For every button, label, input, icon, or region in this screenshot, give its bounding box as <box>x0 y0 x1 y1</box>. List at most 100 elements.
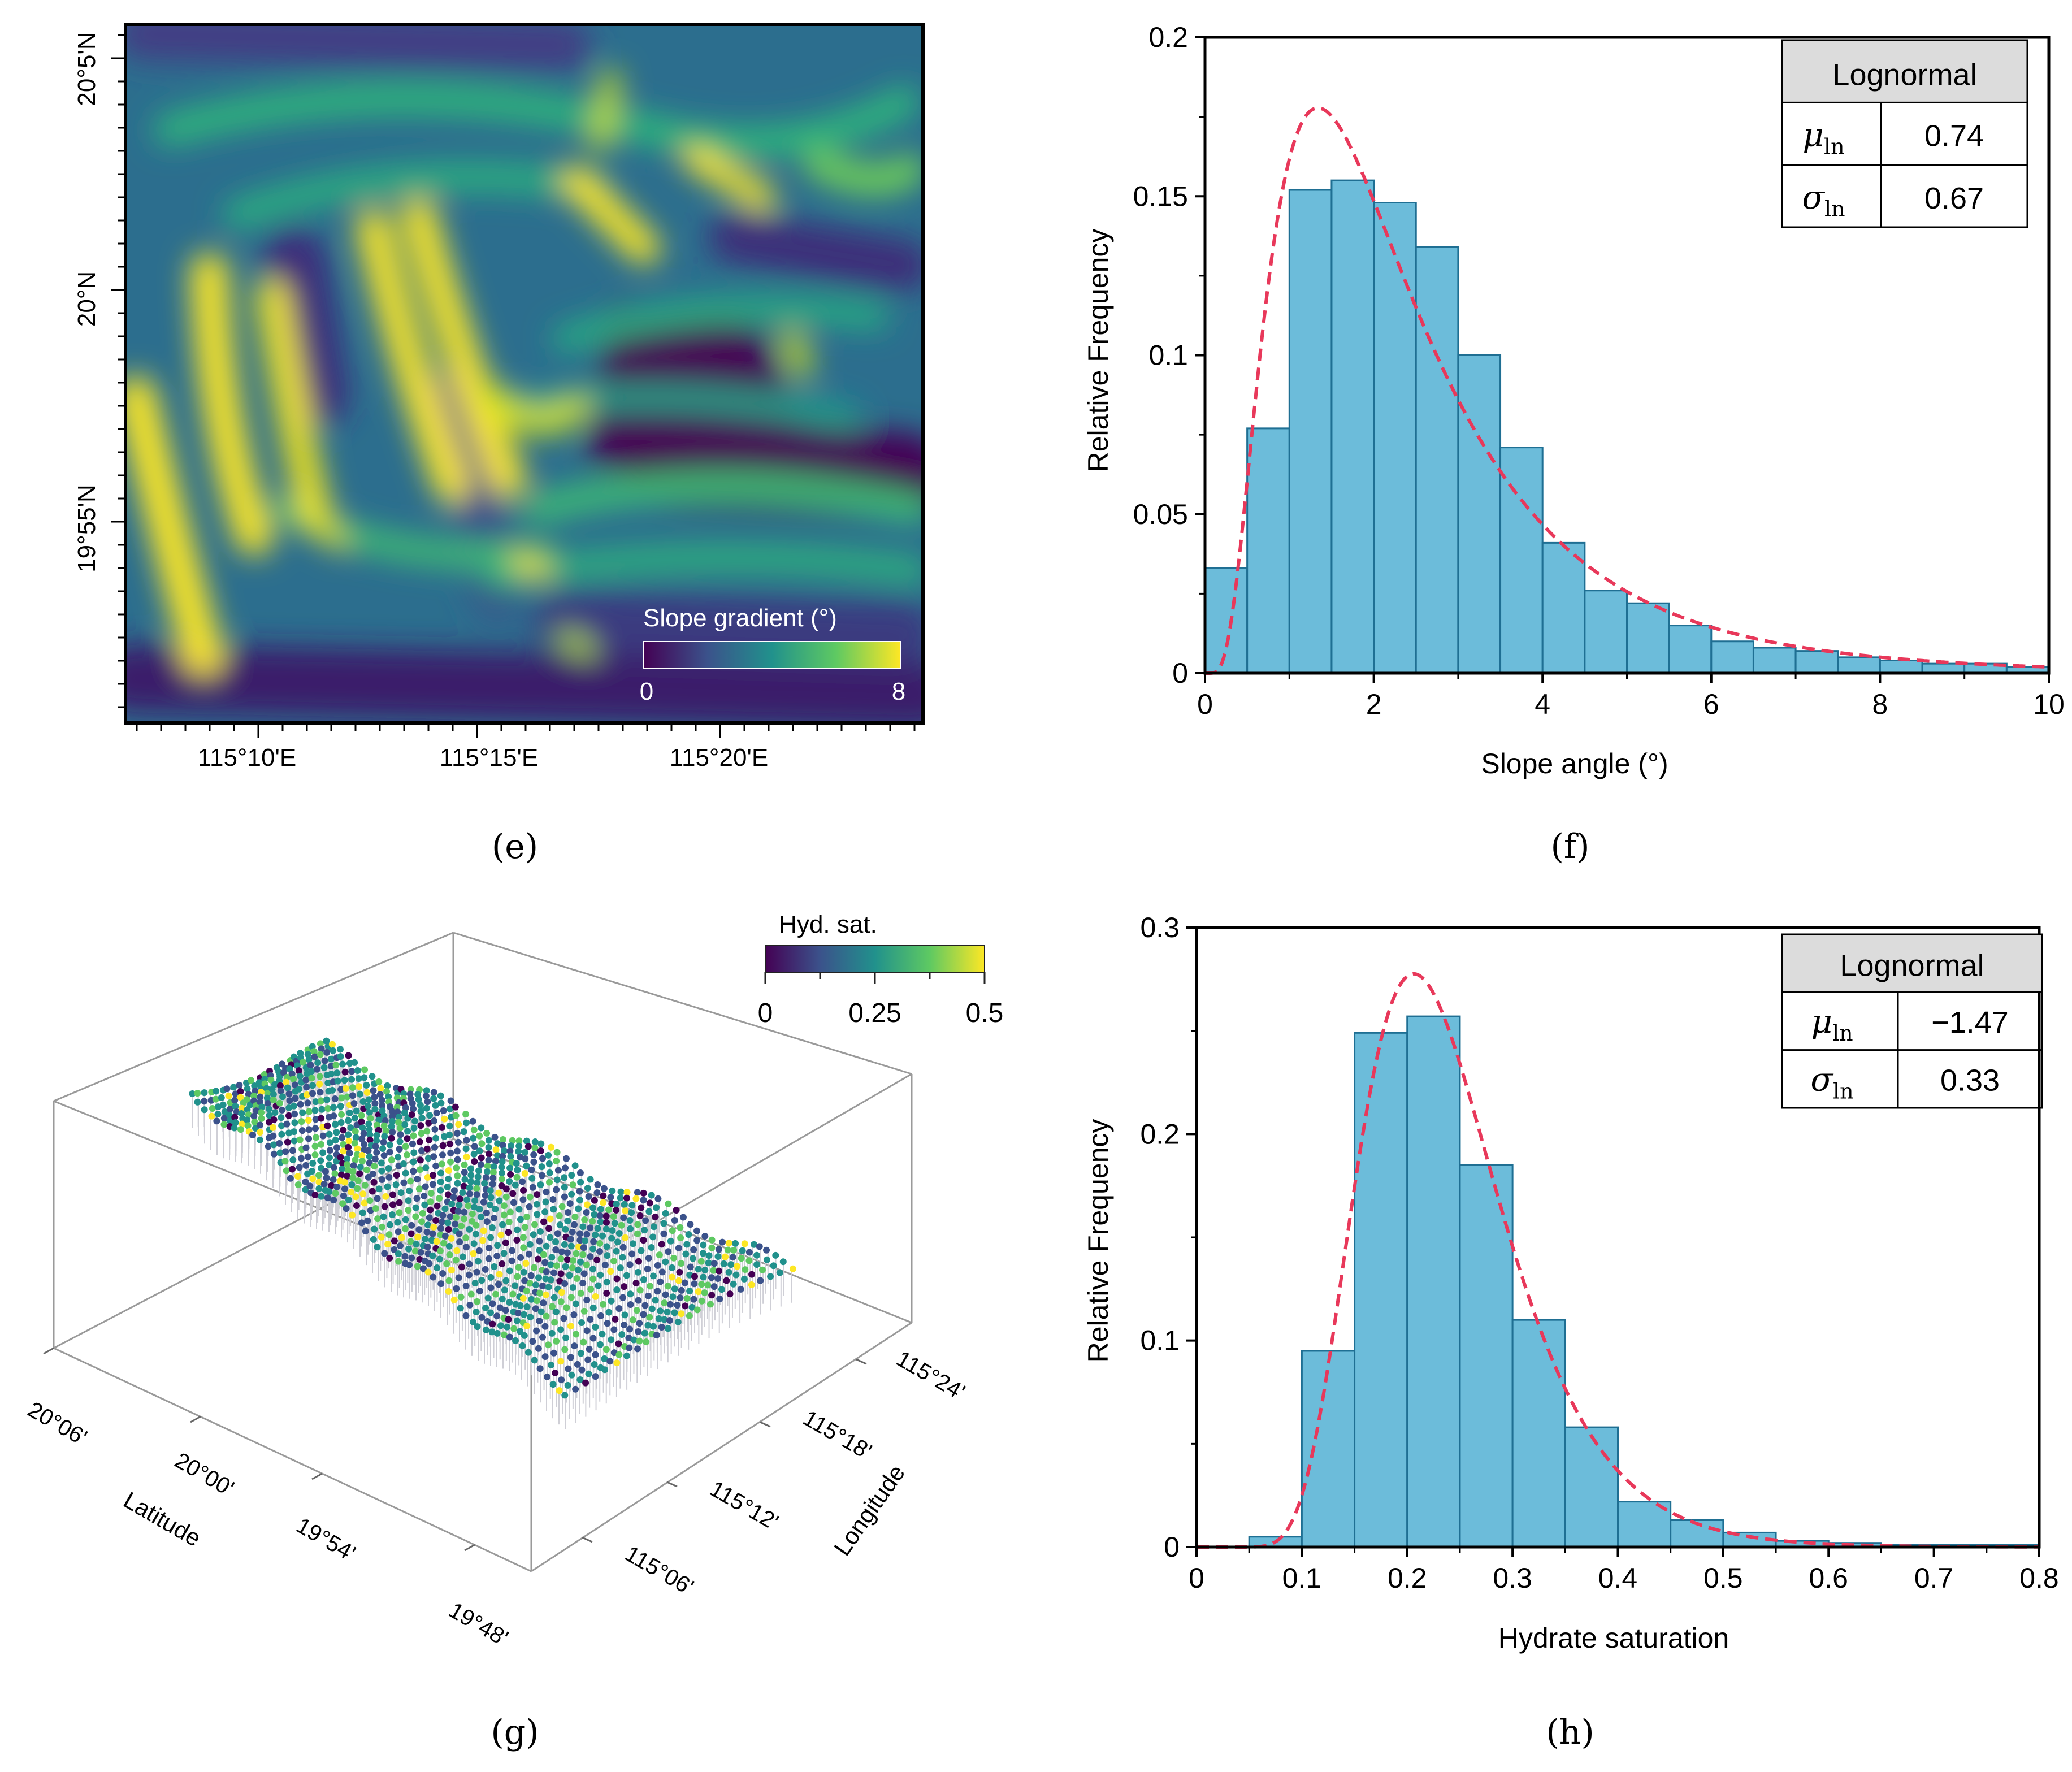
saturation-point <box>653 1204 660 1211</box>
saturation-point <box>470 1203 478 1211</box>
saturation-point <box>489 1320 496 1328</box>
saturation-point <box>343 1161 350 1168</box>
saturation-point <box>270 1091 277 1098</box>
saturation-point <box>561 1280 569 1287</box>
lat-tick-mark <box>311 1472 323 1480</box>
lat-tick-20-00: 20°00' <box>171 1448 239 1501</box>
saturation-point <box>461 1161 468 1168</box>
saturation-point <box>645 1208 653 1215</box>
saturation-point <box>213 1088 220 1095</box>
saturation-point <box>264 1100 271 1107</box>
saturation-point <box>622 1207 629 1215</box>
hydrate-scatter <box>189 1037 796 1429</box>
saturation-point <box>691 1273 699 1280</box>
saturation-point <box>383 1088 391 1095</box>
saturation-point <box>650 1323 657 1330</box>
saturation-point <box>315 1179 323 1186</box>
saturation-point <box>641 1329 648 1337</box>
histogram-bar <box>1288 189 1333 674</box>
saturation-point <box>618 1331 626 1338</box>
saturation-point <box>512 1282 519 1289</box>
saturation-point <box>627 1290 634 1298</box>
xtick-label: 0.7 <box>1914 1562 1954 1594</box>
saturation-point <box>609 1187 616 1194</box>
saturation-point <box>324 1122 331 1129</box>
saturation-point <box>323 1049 331 1056</box>
saturation-point <box>452 1257 460 1264</box>
saturation-point <box>291 1137 298 1145</box>
saturation-point <box>410 1124 418 1132</box>
saturation-point <box>365 1120 372 1128</box>
saturation-point <box>654 1262 661 1269</box>
saturation-point <box>542 1198 549 1206</box>
saturation-point <box>583 1231 591 1238</box>
saturation-point <box>461 1208 468 1216</box>
saturation-point <box>589 1275 597 1283</box>
saturation-point <box>445 1167 452 1175</box>
saturation-point <box>596 1341 604 1348</box>
saturation-point <box>276 1082 284 1089</box>
saturation-point <box>417 1122 424 1129</box>
saturation-point <box>488 1224 496 1231</box>
saturation-point <box>502 1307 509 1314</box>
saturation-point <box>270 1116 278 1124</box>
saturation-point <box>571 1162 579 1169</box>
saturation-point <box>290 1102 297 1110</box>
saturation-point <box>447 1149 454 1156</box>
saturation-point <box>395 1258 402 1265</box>
saturation-point <box>553 1337 560 1345</box>
saturation-point <box>471 1143 478 1150</box>
saturation-point <box>486 1150 493 1158</box>
saturation-point <box>402 1104 409 1111</box>
saturation-point <box>332 1062 340 1069</box>
saturation-point <box>250 1112 258 1120</box>
saturation-point <box>628 1250 636 1258</box>
saturation-point <box>561 1346 569 1353</box>
saturation-point <box>670 1254 678 1262</box>
saturation-point <box>530 1231 537 1238</box>
saturation-point <box>308 1068 315 1075</box>
saturation-point <box>716 1267 723 1275</box>
saturation-point <box>395 1154 402 1161</box>
saturation-point <box>473 1185 480 1192</box>
saturation-point <box>345 1117 352 1124</box>
saturation-point <box>450 1194 457 1201</box>
saturation-point <box>258 1109 265 1116</box>
fit-table-sigma-symbol: σln <box>1810 1060 1853 1103</box>
saturation-point <box>381 1250 388 1257</box>
saturation-point <box>413 1195 421 1202</box>
saturation-point <box>467 1165 475 1172</box>
saturation-point <box>326 1188 333 1195</box>
saturation-point <box>409 1105 417 1112</box>
saturation-point <box>478 1154 485 1162</box>
saturation-point <box>640 1189 647 1197</box>
saturation-point <box>429 1252 436 1259</box>
saturation-point <box>444 1183 451 1190</box>
fit-table-sigma-value: 0.67 <box>1924 181 1984 215</box>
saturation-point <box>422 1092 430 1099</box>
saturation-point <box>282 1148 289 1155</box>
saturation-point <box>462 1244 470 1251</box>
saturation-point <box>418 1147 425 1154</box>
saturation-point <box>708 1274 715 1281</box>
saturation-point <box>526 1241 534 1248</box>
saturation-point <box>499 1136 506 1143</box>
saturation-point <box>530 1151 537 1158</box>
saturation-point <box>714 1275 722 1282</box>
saturation-point <box>634 1230 641 1237</box>
saturation-point <box>724 1246 731 1254</box>
saturation-point <box>506 1267 513 1275</box>
saturation-point <box>283 1078 290 1086</box>
saturation-point <box>369 1188 376 1195</box>
lon-axis-label: Longitude <box>829 1460 910 1561</box>
saturation-point <box>291 1110 298 1117</box>
saturation-point <box>681 1279 688 1286</box>
slope-colorbar-max: 8 <box>892 678 905 705</box>
saturation-point <box>494 1140 501 1147</box>
saturation-point <box>486 1201 493 1208</box>
saturation-point <box>373 1149 380 1156</box>
saturation-point <box>671 1309 678 1316</box>
saturation-point <box>452 1214 460 1221</box>
saturation-point <box>623 1352 631 1359</box>
saturation-point <box>626 1344 633 1351</box>
